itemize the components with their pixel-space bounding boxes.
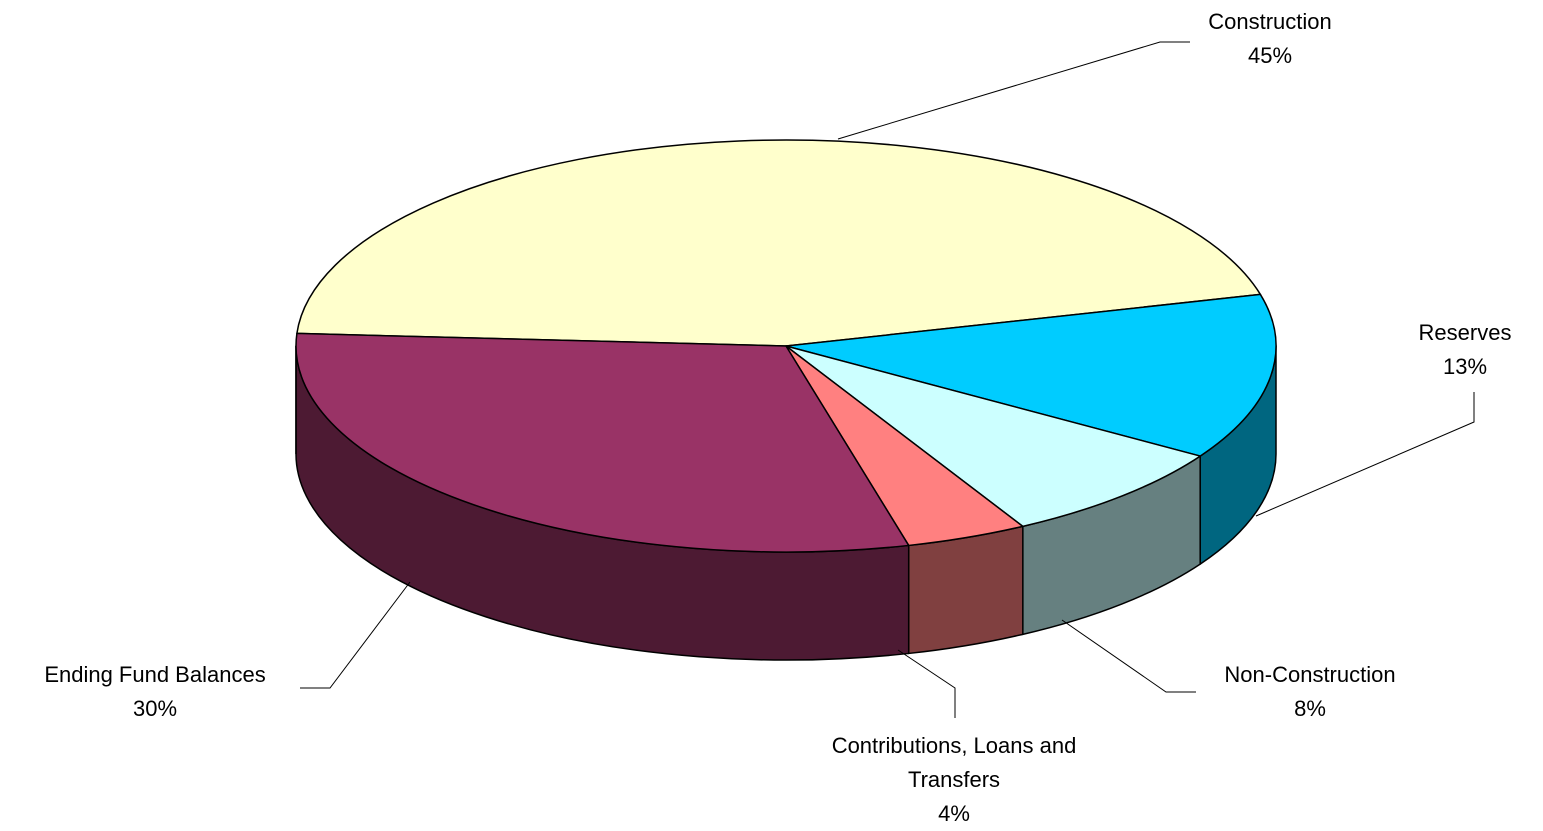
slice-non-construction	[785, 345, 1201, 528]
label-contributions-pct: 4%	[938, 801, 970, 826]
label-reserves-pct: 13%	[1442, 354, 1488, 379]
slice-reserves	[785, 293, 1277, 457]
label-ending-fund-balances-name: Ending Fund Balances	[44, 662, 266, 687]
label-non-construction-name: Non-Construction	[1224, 662, 1396, 687]
leader-contributions	[897, 649, 956, 718]
label-contributions: Contributions, Loans and Transfers 4%	[784, 729, 1124, 831]
label-contributions-name-line1: Contributions, Loans and	[831, 733, 1077, 758]
label-reserves: Reserves 13%	[1390, 316, 1540, 384]
label-construction-pct: 45%	[1247, 43, 1293, 68]
leader-non-construction	[1061, 619, 1196, 693]
side-contributions-loans-and-transfers	[907, 525, 1024, 655]
leader-reserves	[1255, 392, 1475, 517]
label-non-construction-pct: 8%	[1294, 696, 1326, 721]
label-construction: Construction 45%	[1170, 5, 1370, 73]
pie-tops	[295, 139, 1277, 553]
leader-lines	[300, 41, 1475, 718]
label-contributions-name-line2: Transfers	[907, 767, 1001, 792]
leader-ending-fund-balances	[300, 581, 411, 689]
slice-construction	[296, 139, 1262, 347]
label-construction-name: Construction	[1208, 9, 1332, 34]
label-reserves-name: Reserves	[1418, 320, 1512, 345]
label-ending-fund-balances: Ending Fund Balances 30%	[5, 658, 305, 726]
slice-ending-fund-balances	[295, 332, 910, 553]
pie-sides	[295, 345, 1277, 661]
leader-construction	[837, 41, 1190, 140]
label-ending-fund-balances-pct: 30%	[132, 696, 178, 721]
label-non-construction: Non-Construction 8%	[1190, 658, 1430, 726]
